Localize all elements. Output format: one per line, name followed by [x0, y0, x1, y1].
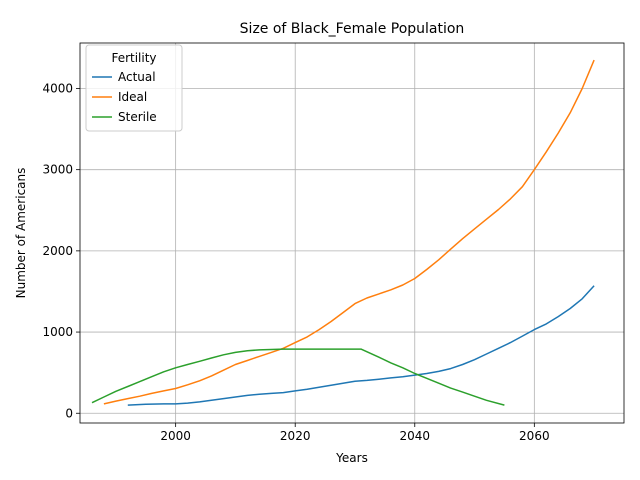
x-tick-label: 2020 [280, 429, 311, 443]
legend-title: Fertility [111, 51, 156, 65]
legend-label-actual: Actual [118, 70, 156, 84]
legend-box [85, 44, 183, 132]
x-tick-label: 2040 [399, 429, 430, 443]
series-line-ideal [103, 59, 595, 405]
chart-title: Size of Black_Female Population [240, 21, 465, 37]
y-tick-label: 3000 [42, 163, 73, 177]
legend-label-ideal: Ideal [118, 90, 147, 104]
y-axis: 0 1000 2000 3000 4000 [42, 81, 80, 420]
x-axis: 2000 2020 2040 2060 [160, 423, 550, 443]
x-tick-label: 2060 [519, 429, 550, 443]
plot-frame [79, 42, 625, 424]
y-tick-label: 1000 [42, 325, 73, 339]
x-axis-title: Years [335, 451, 368, 465]
legend: Fertility Actual Ideal Sterile [85, 44, 183, 132]
series-line-actual [127, 285, 595, 406]
y-axis-title: Number of Americans [14, 168, 28, 299]
y-tick-label: 0 [65, 406, 73, 420]
y-tick-label: 2000 [42, 244, 73, 258]
legend-label-sterile: Sterile [118, 110, 157, 124]
series-line-sterile [91, 348, 505, 406]
x-tick-label: 2000 [160, 429, 191, 443]
plot-series [91, 59, 595, 406]
y-tick-label: 4000 [42, 81, 73, 95]
